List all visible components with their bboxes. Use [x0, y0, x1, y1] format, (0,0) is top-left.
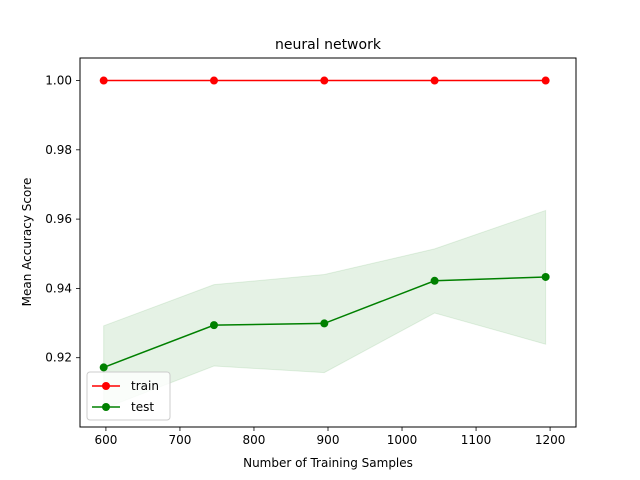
point-train-0	[99, 76, 108, 85]
legend-test-label: test	[131, 400, 154, 414]
point-test-0	[99, 363, 108, 372]
legend-test-marker	[102, 403, 110, 411]
point-train-3	[430, 76, 439, 85]
y-tick-label-2: 0.96	[45, 212, 72, 226]
x-tick-label-0: 600	[94, 433, 117, 447]
chart-title: neural network	[275, 37, 382, 53]
legend: train test	[86, 371, 171, 421]
confidence-bands	[103, 209, 547, 410]
point-test-3	[430, 276, 439, 285]
point-test-4	[541, 272, 550, 281]
y-axis-ticks: 0.92 0.94 0.96 0.98 1.00	[45, 74, 80, 365]
point-test-2	[320, 319, 329, 328]
point-train-1	[209, 76, 218, 85]
legend-train-marker	[102, 382, 110, 390]
y-tick-label-1: 0.94	[45, 281, 72, 295]
y-tick-label-3: 0.98	[45, 143, 72, 157]
point-train-4	[541, 76, 550, 85]
point-test-1	[209, 321, 218, 330]
y-axis-label: Mean Accuracy Score	[20, 178, 34, 307]
x-axis-ticks: 600 700 800 900 1000 1100 1200	[94, 427, 565, 447]
y-tick-label-4: 1.00	[45, 74, 72, 88]
x-tick-label-5: 1100	[461, 433, 492, 447]
x-tick-label-2: 800	[243, 433, 266, 447]
legend-train-label: train	[131, 379, 159, 393]
x-axis-label: Number of Training Samples	[243, 456, 413, 470]
series-markers	[99, 76, 550, 372]
point-train-2	[320, 76, 329, 85]
y-tick-label-0: 0.92	[45, 351, 72, 365]
x-tick-label-4: 1000	[387, 433, 418, 447]
x-tick-label-1: 700	[168, 433, 191, 447]
x-tick-label-6: 1200	[535, 433, 566, 447]
band-test	[103, 209, 547, 410]
x-tick-label-3: 900	[317, 433, 340, 447]
